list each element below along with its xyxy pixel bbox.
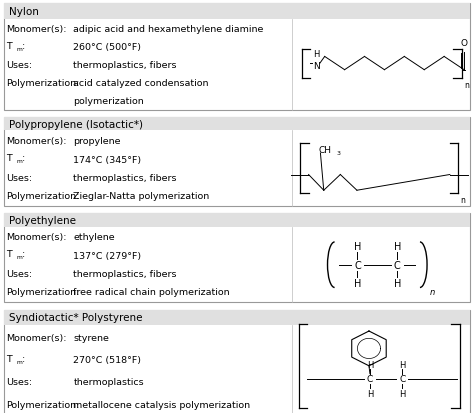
Text: ethylene: ethylene <box>73 233 115 242</box>
Bar <box>4 214 470 302</box>
Text: adipic acid and hexamethylene diamine: adipic acid and hexamethylene diamine <box>73 25 264 34</box>
Text: propylene: propylene <box>73 137 121 146</box>
Text: acid catalyzed condensation: acid catalyzed condensation <box>73 78 209 88</box>
Text: Monomer(s):: Monomer(s): <box>6 233 67 242</box>
Bar <box>4 310 470 325</box>
Text: thermoplastics, fibers: thermoplastics, fibers <box>73 61 177 70</box>
Text: C: C <box>367 374 373 383</box>
Text: Polypropylene (Isotactic*): Polypropylene (Isotactic*) <box>9 119 143 129</box>
Text: Nylon: Nylon <box>9 7 38 17</box>
Text: m: m <box>17 47 22 52</box>
Text: thermoplastics, fibers: thermoplastics, fibers <box>73 173 177 183</box>
Text: thermoplastics, fibers: thermoplastics, fibers <box>73 269 177 278</box>
Text: O: O <box>461 39 467 48</box>
Text: H: H <box>354 242 361 252</box>
Bar <box>4 214 470 227</box>
Text: Monomer(s):: Monomer(s): <box>6 137 67 146</box>
Text: m: m <box>17 359 22 364</box>
Text: C: C <box>354 260 361 270</box>
Text: H: H <box>393 242 401 252</box>
Text: metallocene catalysis polymerization: metallocene catalysis polymerization <box>73 400 251 409</box>
Text: H: H <box>399 360 405 369</box>
Text: Uses:: Uses: <box>6 269 32 278</box>
Text: Polymerization:: Polymerization: <box>6 78 80 88</box>
Text: 3: 3 <box>336 151 340 156</box>
Text: Monomer(s):: Monomer(s): <box>6 25 67 34</box>
Bar <box>4 118 470 131</box>
Text: H: H <box>354 278 361 288</box>
Text: :: : <box>22 42 26 51</box>
Text: thermoplastics: thermoplastics <box>73 377 144 387</box>
Text: styrene: styrene <box>73 333 109 342</box>
Text: CH: CH <box>318 146 331 155</box>
Text: polymerization: polymerization <box>73 97 144 105</box>
Text: C: C <box>394 260 401 270</box>
Text: T: T <box>6 154 12 163</box>
Text: 270°C (518°F): 270°C (518°F) <box>73 355 141 364</box>
Text: T: T <box>6 42 12 51</box>
Text: H: H <box>313 50 319 59</box>
Text: free radical chain polymerization: free radical chain polymerization <box>73 288 230 297</box>
Text: C: C <box>399 374 405 383</box>
Bar <box>4 310 470 413</box>
Text: 137°C (279°F): 137°C (279°F) <box>73 251 142 260</box>
Text: :: : <box>22 154 26 163</box>
Text: 174°C (345°F): 174°C (345°F) <box>73 155 142 164</box>
Text: Polymerization:: Polymerization: <box>6 288 80 297</box>
Text: T: T <box>6 250 12 259</box>
Text: :: : <box>22 250 26 259</box>
Text: N: N <box>313 62 319 71</box>
Text: T: T <box>6 354 12 363</box>
Text: Syndiotactic* Polystyrene: Syndiotactic* Polystyrene <box>9 312 142 322</box>
Text: m: m <box>17 159 22 164</box>
Text: Polymerization:: Polymerization: <box>6 192 80 201</box>
Text: Monomer(s):: Monomer(s): <box>6 333 67 342</box>
Text: H: H <box>399 389 405 398</box>
Text: :: : <box>22 354 26 363</box>
Text: Polymerization:: Polymerization: <box>6 400 80 409</box>
Text: H: H <box>367 389 373 398</box>
Text: n: n <box>464 81 469 89</box>
Text: Zieglar-Natta polymerization: Zieglar-Natta polymerization <box>73 192 210 201</box>
Text: Uses:: Uses: <box>6 173 32 183</box>
Text: m: m <box>17 254 22 260</box>
Text: Uses:: Uses: <box>6 377 32 387</box>
Text: Uses:: Uses: <box>6 61 32 70</box>
Text: 260°C (500°F): 260°C (500°F) <box>73 43 141 52</box>
Text: n: n <box>429 287 435 297</box>
Text: n: n <box>461 196 465 205</box>
Text: Polyethylene: Polyethylene <box>9 215 75 225</box>
Text: H: H <box>393 278 401 288</box>
Bar <box>4 4 470 111</box>
Bar <box>4 4 470 20</box>
Bar <box>4 118 470 206</box>
Text: H: H <box>367 360 373 369</box>
Text: n: n <box>462 411 467 413</box>
